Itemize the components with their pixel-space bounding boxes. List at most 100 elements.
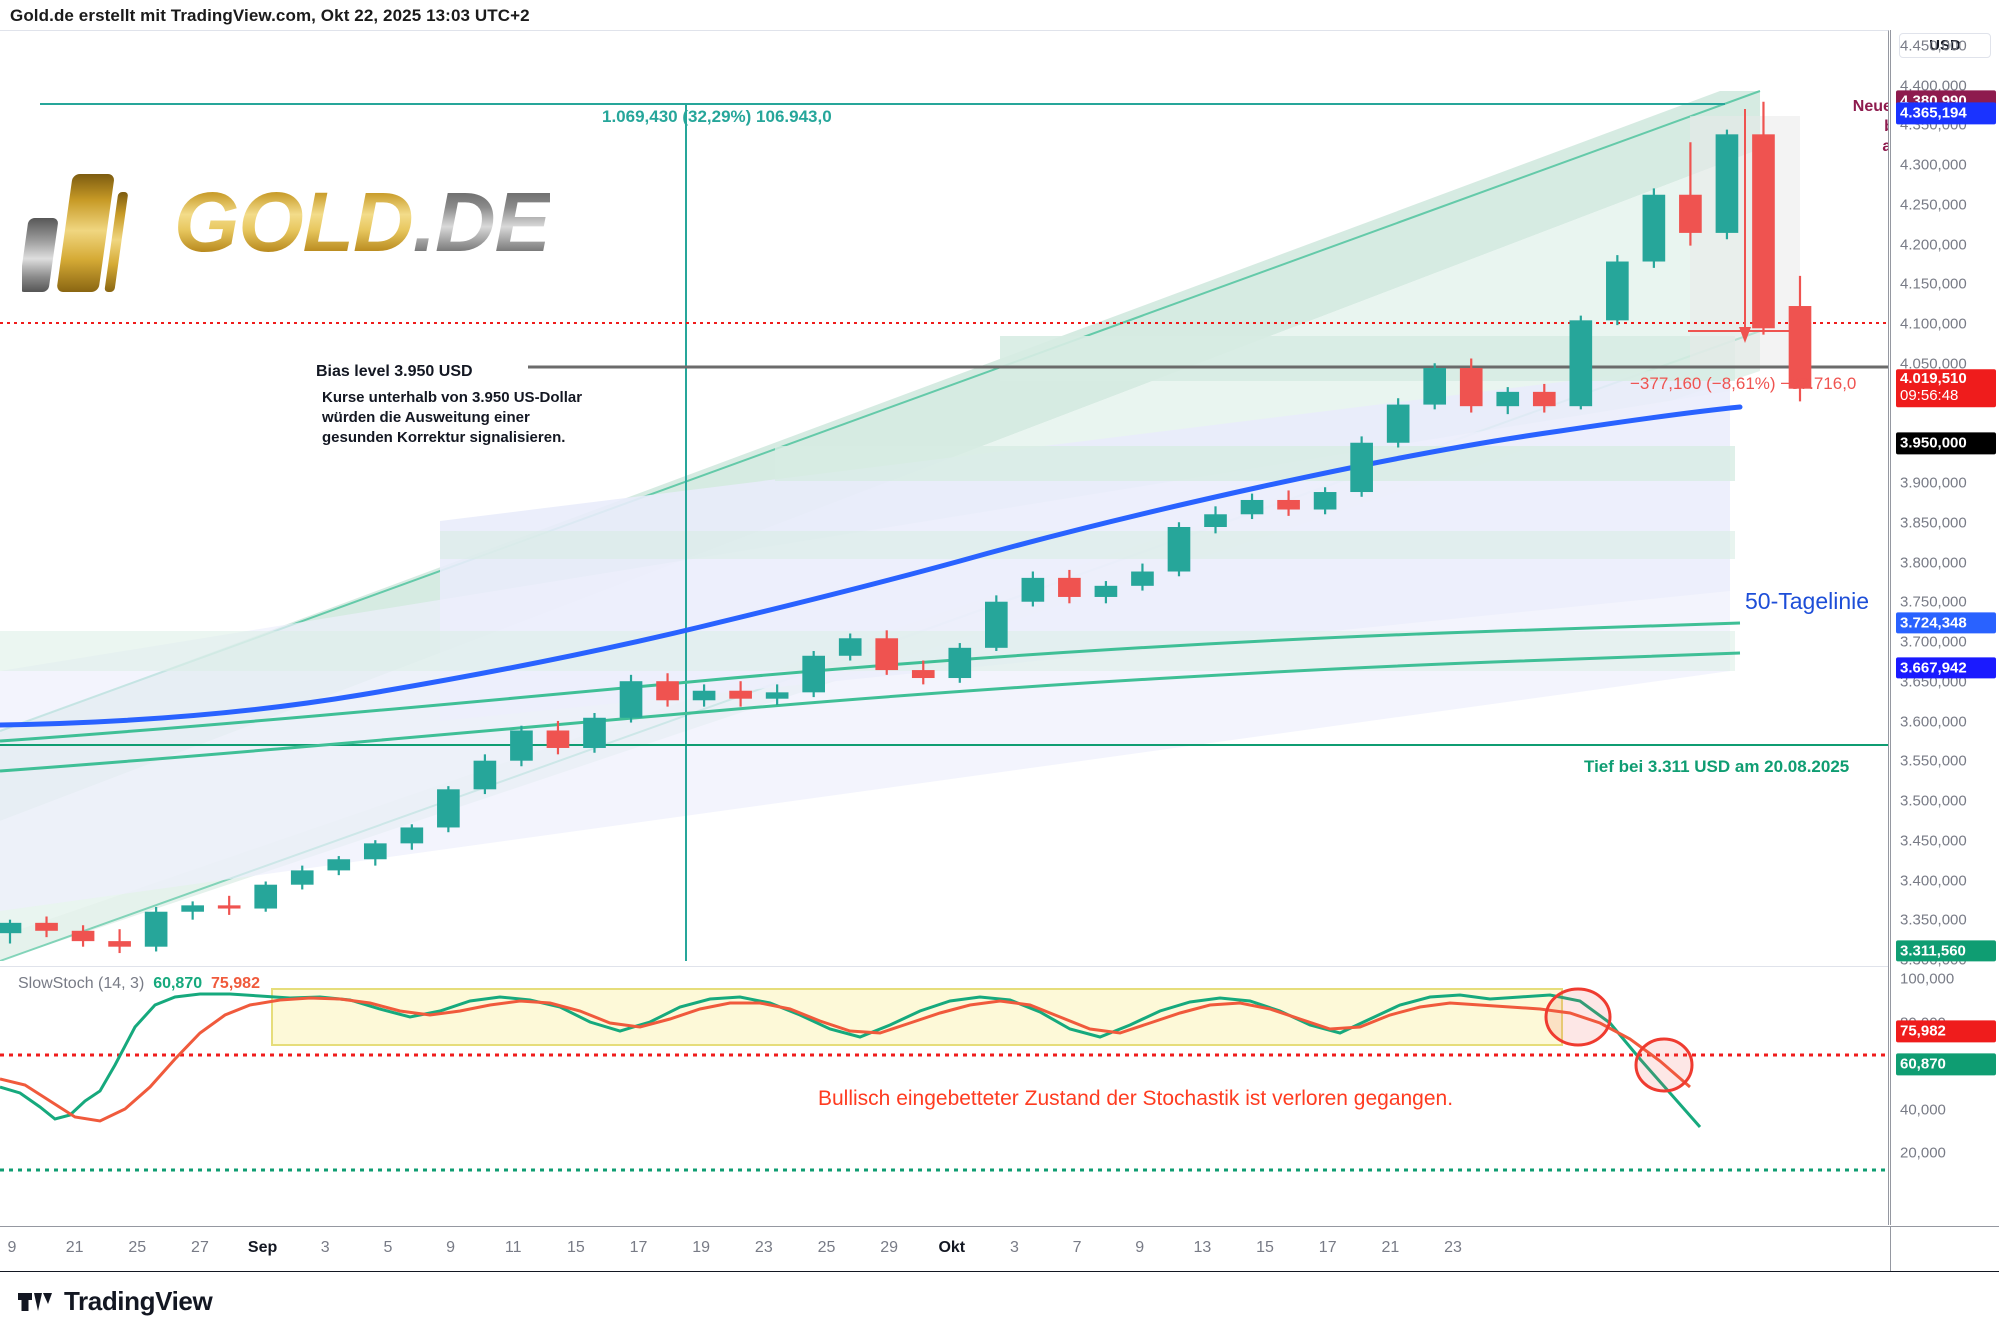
- time-axis[interactable]: 9 21 25 27 Sep 3 5 9 11 15 17 19 23 25 29 Okt 3 7 9 13 15 17 2…: [0, 1226, 1999, 1271]
- candle-body: [1459, 368, 1483, 407]
- chart-plot-area[interactable]: GOLD.DE 1.069,430 (32,29%) 106.943,0 Neu…: [0, 30, 1889, 1225]
- candle-body: [1752, 134, 1775, 329]
- candle-body: [71, 930, 95, 942]
- time-axis-label: 11: [504, 1239, 522, 1256]
- bias-body-line-3: gesunden Korrektur signalisieren.: [322, 428, 566, 446]
- time-axis-label: 29: [880, 1239, 899, 1256]
- stochastic-legend: SlowStoch (14, 3) 60,870 75,982: [18, 975, 260, 993]
- time-axis-label: 15: [566, 1239, 585, 1256]
- price-tick: 3.450,000: [1900, 832, 1967, 850]
- embedded-state-box: [271, 988, 1563, 1046]
- time-axis-label: 13: [1193, 1239, 1212, 1256]
- bias-body-line-2: würden die Ausweitung einer: [322, 408, 530, 426]
- candle-body: [363, 843, 387, 860]
- candle-body: [1277, 499, 1300, 510]
- time-axis-label: 21: [65, 1239, 84, 1256]
- candle-body: [1532, 391, 1556, 407]
- candle-body: [1313, 492, 1337, 510]
- candle-body: [437, 789, 460, 828]
- candle-body: [1788, 306, 1812, 389]
- price-tick: 3.850,000: [1900, 514, 1967, 532]
- candle-body: [473, 760, 497, 790]
- stochastic-svg: [0, 987, 1888, 1172]
- last-price-pill-value: 4.019,510: [1900, 370, 1967, 388]
- candle-body: [875, 638, 899, 671]
- price-tick: 3.900,000: [1900, 474, 1967, 492]
- ath-measure-arrow: [1688, 109, 1800, 343]
- logo-word-gold: GOLD: [174, 175, 414, 269]
- candle-body: [35, 922, 58, 931]
- price-axis[interactable]: USD 4.450,000 4.400,000 4.350,000 4.300,000…: [1890, 30, 1999, 1225]
- bias-body-line-1: Kurse unterhalb von 3.950 US-Dollar: [322, 389, 583, 406]
- candle-body: [948, 647, 972, 679]
- candle-body: [1679, 194, 1702, 233]
- time-axis-label: 15: [1256, 1239, 1274, 1256]
- low-pill: 3.311,560: [1896, 940, 1996, 962]
- time-axis-label: 3: [1009, 1239, 1019, 1256]
- price-tick: 4.450,000: [1900, 37, 1967, 55]
- time-axis-label: 5: [383, 1239, 393, 1256]
- candle-body: [1021, 577, 1045, 602]
- tradingview-wordmark: TradingView: [64, 1286, 213, 1316]
- candle-body: [108, 941, 131, 947]
- candle-body: [181, 905, 204, 912]
- attribution-line: Gold.de erstellt mit TradingView.com, Ok…: [10, 6, 530, 25]
- time-axis-label: 7: [1072, 1239, 1082, 1256]
- candle-body: [1386, 404, 1410, 443]
- last-price-pill-time: 09:56:48: [1900, 387, 1959, 405]
- price-tick: 4.050,000: [1900, 355, 1967, 373]
- time-axis-label: 25: [817, 1239, 836, 1256]
- candle-body: [802, 655, 825, 693]
- candle-body: [1350, 442, 1373, 493]
- currency-chip[interactable]: USD: [1899, 33, 1991, 58]
- price-tick: 3.350,000: [1900, 911, 1967, 929]
- candle-body: [254, 884, 278, 909]
- stoch-d-pill: 75,982: [1896, 1020, 1996, 1042]
- candle-body: [619, 681, 643, 718]
- ath-line-1: Neues Allzeithoch: [1852, 98, 1888, 115]
- ath-line-2: bei 4.380 USD: [1690, 117, 1888, 137]
- last-price-pill: 4.019,510 09:56:48: [1896, 369, 1996, 407]
- candle-body: [838, 638, 862, 656]
- candle-body: [1204, 514, 1227, 527]
- stoch-tick: 20,000: [1900, 1144, 1946, 1162]
- time-axis-label: 19: [692, 1239, 711, 1256]
- candle-body: [1423, 368, 1447, 405]
- candle-body: [656, 681, 679, 701]
- candle-body: [583, 717, 606, 748]
- price-pane[interactable]: GOLD.DE 1.069,430 (32,29%) 106.943,0 Neu…: [0, 31, 1888, 961]
- bias-level-title: Bias level 3.950 USD: [316, 363, 473, 380]
- candle-body: [692, 690, 716, 701]
- up-measurement-label: 1.069,430 (32,29%) 106.943,0: [602, 107, 832, 126]
- time-axis-label: 9: [7, 1239, 17, 1256]
- price-tick: 3.750,000: [1900, 593, 1967, 611]
- candlestick-series: [0, 101, 1812, 954]
- candle-body: [217, 905, 241, 909]
- price-tick: 3.700,000: [1900, 633, 1967, 651]
- bias-level-pill: 3.950,000: [1896, 432, 1996, 454]
- price-tick: 4.300,000: [1900, 156, 1967, 174]
- candle-body: [1131, 571, 1154, 586]
- ath-line-3: am 17.10.2025: [1690, 137, 1888, 157]
- footer-bar: TradingView: [0, 1271, 1999, 1332]
- candle-body: [765, 692, 789, 699]
- time-axis-label: 23: [1444, 1239, 1462, 1256]
- stoch-marker-circle-2: [1634, 1037, 1694, 1093]
- trend-line-b: [0, 651, 1741, 773]
- tradingview-logo[interactable]: TradingView: [18, 1286, 213, 1317]
- candle-body: [510, 730, 533, 761]
- ma-upper-pill-value: 3.724,348: [1900, 614, 1967, 632]
- candle-body: [1240, 499, 1264, 515]
- bias-level-description: Kurse unterhalb von 3.950 US-Dollar würd…: [322, 388, 582, 447]
- price-tick: 4.250,000: [1900, 196, 1967, 214]
- time-axis-label: 3: [320, 1239, 330, 1256]
- candle-body: [144, 911, 168, 947]
- candle-body: [1058, 577, 1081, 597]
- goldde-logo: GOLD.DE: [19, 166, 551, 296]
- candle-body: [1569, 320, 1593, 407]
- price-tick: 4.400,000: [1900, 77, 1967, 95]
- time-axis-label: Sep: [247, 1239, 278, 1256]
- tradingview-mark-icon: [18, 1292, 52, 1311]
- price-chart-svg: [0, 90, 1888, 961]
- stochastic-pane[interactable]: SlowStoch (14, 3) 60,870 75,982 Bullisch…: [0, 966, 1888, 1224]
